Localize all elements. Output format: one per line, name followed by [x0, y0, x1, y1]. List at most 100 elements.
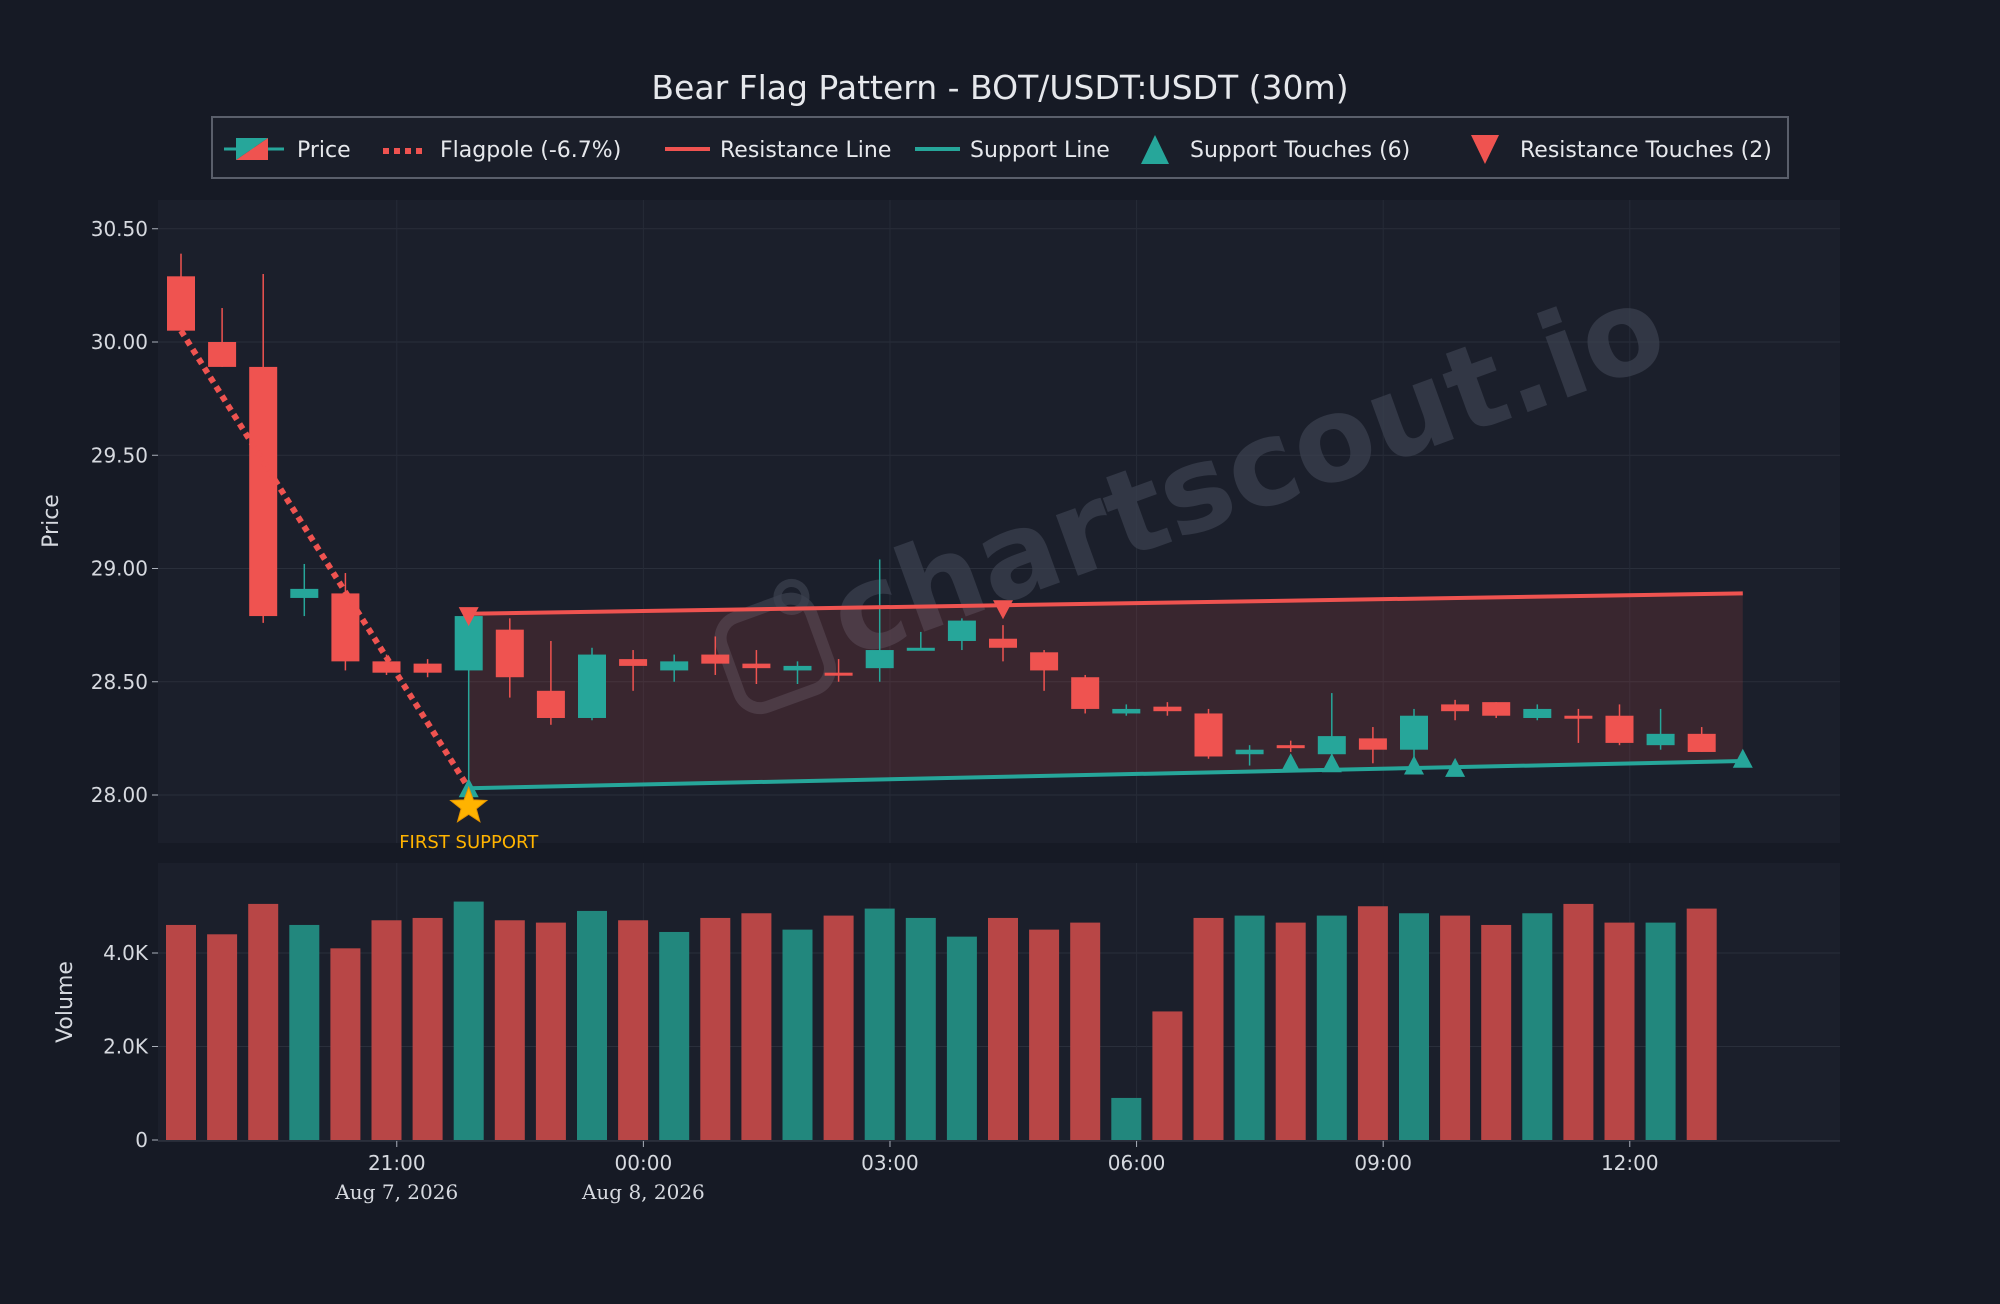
- volume-bar: [659, 931, 690, 1140]
- candle-body: [701, 654, 730, 664]
- time-tick-date-label: Aug 8, 2026: [581, 1180, 705, 1204]
- support-touch-marker: [1445, 757, 1466, 777]
- price-axis: 30.50 30.00 29.50 29.00 28.50 28.00: [91, 217, 158, 807]
- candle-body: [906, 647, 935, 651]
- candle-body: [1112, 708, 1141, 714]
- candle-body: [989, 638, 1017, 648]
- volume-bar: [1316, 915, 1347, 1140]
- price-tick-label: 28.50: [91, 670, 148, 694]
- volume-bar: [494, 920, 525, 1140]
- time-tick-label: 09:00: [1354, 1151, 1412, 1175]
- candle-body: [1358, 738, 1387, 750]
- legend-label-resistance: Resistance Line: [720, 138, 891, 163]
- volume-bar: [1481, 924, 1512, 1140]
- volume-bar: [1193, 917, 1224, 1140]
- volume-tick-label: 4.0K: [103, 941, 149, 965]
- candle-body: [1071, 677, 1100, 709]
- volume-bar: [1275, 922, 1306, 1140]
- candle-body: [1646, 733, 1675, 746]
- resistance-touch-marker: [458, 607, 479, 627]
- candle-body: [167, 276, 195, 331]
- price-tick-label: 30.50: [91, 217, 148, 241]
- pattern-lines: [178, 329, 1743, 791]
- volume-bar: [371, 920, 402, 1140]
- volume-bar: [1357, 906, 1388, 1140]
- time-axis: 21:00 Aug 7, 2026 00:00 Aug 8, 2026 03:00 06:…: [158, 1140, 1840, 1204]
- volume-bar: [1234, 915, 1265, 1140]
- volume-bar: [782, 929, 813, 1140]
- first-support-annotation: FIRST SUPPORT: [399, 832, 539, 853]
- candle-body: [372, 661, 401, 673]
- volume-bar: [207, 934, 238, 1140]
- candle-body: [619, 659, 648, 666]
- candle-body: [1605, 715, 1634, 743]
- candle-body: [290, 588, 319, 598]
- volume-bar: [453, 901, 484, 1140]
- candle-body: [1564, 715, 1593, 719]
- legend-label-support-touches: Support Touches (6): [1190, 138, 1410, 163]
- volume-bar: [412, 917, 443, 1140]
- volume-bar: [1645, 922, 1676, 1140]
- legend-price-swatch: [224, 138, 284, 160]
- candle-body: [1482, 702, 1511, 716]
- legend-support-touch-icon: [1141, 135, 1169, 164]
- candle-body: [1153, 706, 1182, 712]
- candle-body: [1317, 736, 1346, 755]
- volume-bar: [1029, 929, 1060, 1140]
- candle-body: [1194, 713, 1223, 757]
- volume-bars: [166, 901, 1717, 1140]
- legend-label-flagpole: Flagpole (-6.7%): [440, 138, 621, 163]
- price-tick-label: 28.00: [91, 783, 148, 807]
- time-tick-label: 00:00: [615, 1151, 673, 1175]
- volume-bar: [248, 903, 279, 1140]
- time-tick-date-label: Aug 7, 2026: [334, 1180, 458, 1204]
- volume-bar: [700, 917, 731, 1140]
- time-tick-label: 03:00: [861, 1151, 919, 1175]
- first-support-star-icon: [449, 785, 489, 823]
- chart-title: Bear Flag Pattern - BOT/USDT:USDT (30m): [651, 68, 1348, 107]
- legend-label-support: Support Line: [970, 138, 1110, 163]
- volume-bar: [577, 910, 607, 1140]
- time-tick-label: 21:00: [368, 1151, 426, 1175]
- candle-body: [495, 629, 524, 678]
- candle-body: [1441, 704, 1470, 712]
- volume-bar: [1399, 913, 1429, 1140]
- volume-bar: [1563, 903, 1594, 1140]
- time-tick-label: 12:00: [1601, 1151, 1659, 1175]
- flag-channel-area: [468, 593, 1743, 789]
- candle-body: [1030, 652, 1059, 671]
- volume-bar: [330, 948, 361, 1140]
- candle-body: [865, 650, 894, 669]
- volume-bar: [1070, 922, 1101, 1140]
- volume-bar: [988, 917, 1018, 1140]
- support-touch-marker: [1321, 753, 1342, 773]
- candle-body: [947, 620, 976, 641]
- candle-body: [1235, 749, 1264, 755]
- candle-body: [413, 663, 442, 673]
- volume-bar: [1686, 908, 1717, 1140]
- volume-bar: [905, 917, 936, 1140]
- time-tick-label: 06:00: [1108, 1151, 1166, 1175]
- candle-body: [208, 342, 237, 367]
- volume-axis-label: Volume: [53, 961, 78, 1043]
- resistance-line: [468, 591, 1743, 616]
- candle-body: [1523, 708, 1552, 718]
- volume-bar: [741, 913, 772, 1140]
- legend-label-resistance-touches: Resistance Touches (2): [1520, 138, 1772, 163]
- candles: [167, 253, 1716, 789]
- legend-label-price: Price: [297, 138, 351, 163]
- volume-bar: [1440, 915, 1471, 1140]
- candle-body: [783, 665, 812, 671]
- support-touch-marker: [1732, 748, 1753, 768]
- volume-bar: [823, 915, 854, 1140]
- price-tick-label: 29.00: [91, 557, 148, 581]
- resistance-touch-marker: [993, 600, 1013, 620]
- volume-bar: [946, 936, 977, 1140]
- candle-body: [824, 672, 853, 676]
- volume-tick-label: 0: [135, 1128, 148, 1152]
- volume-bar: [1152, 1011, 1183, 1140]
- price-axis-label: Price: [39, 494, 64, 548]
- price-tick-label: 29.50: [91, 443, 148, 467]
- volume-bar: [166, 924, 196, 1140]
